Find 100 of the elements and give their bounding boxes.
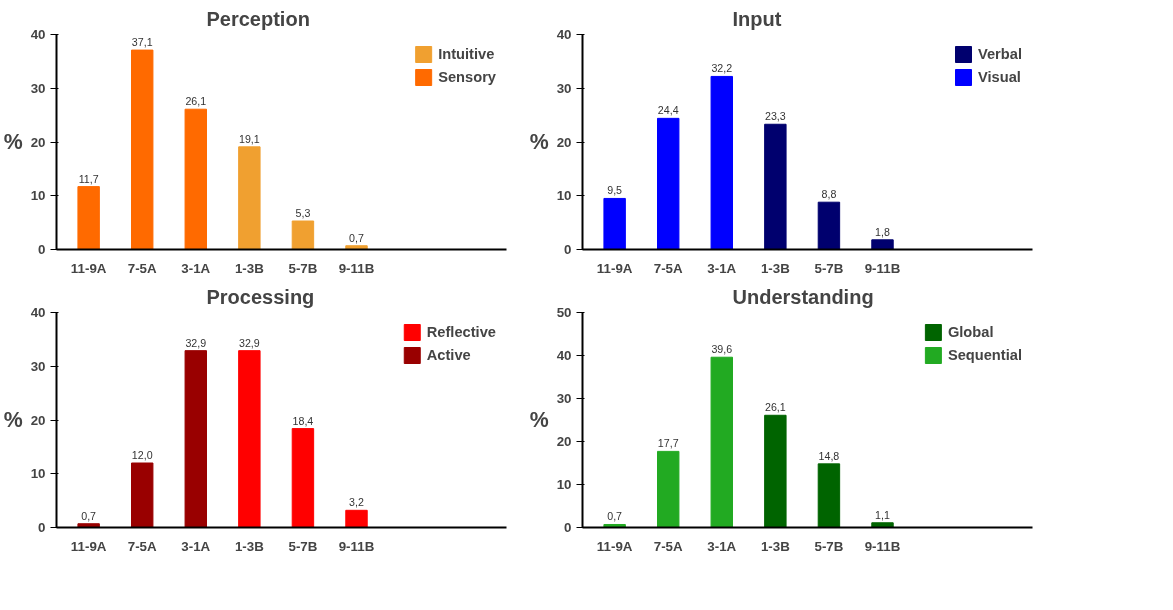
y-tick-label: 20 — [30, 134, 46, 150]
bar — [184, 350, 207, 528]
y-tick-label: 50 — [556, 305, 572, 320]
data-label: 11,7 — [78, 172, 99, 185]
y-tick-label: 10 — [30, 188, 46, 204]
x-tick-label: 1-3B — [234, 260, 265, 276]
legend-label: Intuitive — [438, 46, 495, 62]
x-tick-label: 9-11B — [338, 260, 375, 276]
legend-label: Active — [426, 347, 471, 363]
bar — [764, 123, 787, 250]
legend-label: Reflective — [426, 324, 496, 340]
bar — [817, 463, 841, 528]
data-label: 24,4 — [657, 104, 679, 117]
bar — [710, 356, 733, 528]
bar — [184, 108, 207, 250]
y-tick-label: 10 — [556, 188, 572, 204]
bar — [77, 186, 100, 250]
x-tick-label: 5-7B — [814, 538, 844, 554]
y-tick-label: 30 — [30, 80, 46, 96]
y-axis-title: % — [3, 130, 23, 154]
data-label: 39,6 — [711, 343, 733, 356]
x-tick-label: 7-5A — [127, 260, 158, 276]
x-tick-label: 1-3B — [760, 260, 791, 276]
x-tick-label: 3-1A — [707, 538, 737, 554]
data-label: 8,8 — [821, 188, 837, 201]
x-tick-label: 9-11B — [864, 260, 901, 276]
x-tick-label: 7-5A — [653, 260, 684, 276]
y-tick-label: 0 — [38, 242, 46, 257]
y-tick-label: 20 — [556, 434, 572, 449]
y-tick-label: 40 — [556, 27, 572, 42]
data-label: 26,1 — [185, 95, 207, 108]
data-label: 32,9 — [185, 336, 207, 349]
data-label: 32,2 — [711, 62, 733, 75]
x-tick-label: 11-9A — [70, 538, 107, 554]
data-label: 37,1 — [131, 36, 153, 49]
data-label: 5,3 — [295, 207, 311, 220]
bar — [817, 201, 841, 250]
y-tick-label: 40 — [30, 305, 46, 320]
x-tick-label: 5-7B — [288, 538, 318, 554]
data-label: 9,5 — [607, 184, 623, 197]
data-label: 17,7 — [657, 437, 679, 450]
data-label: 0,7 — [81, 509, 97, 522]
x-tick-label: 3-1A — [181, 260, 211, 276]
y-tick-label: 30 — [30, 358, 46, 374]
legend-label: Sequential — [947, 347, 1022, 363]
x-tick-label: 11-9A — [70, 260, 107, 276]
bar — [238, 146, 261, 250]
x-tick-label: 5-7B — [814, 260, 844, 276]
y-tick-label: 10 — [30, 466, 46, 482]
data-label: 14,8 — [818, 449, 840, 462]
bar — [871, 522, 894, 528]
legend-label: Verbal — [978, 46, 1022, 62]
bar — [131, 462, 154, 528]
y-tick-label: 20 — [556, 134, 572, 150]
bar — [345, 509, 368, 528]
y-tick-label: 30 — [556, 391, 572, 406]
chart-title: Understanding — [732, 285, 874, 308]
bar — [77, 523, 100, 528]
bar — [238, 350, 261, 528]
chart-title: Processing — [206, 285, 315, 308]
x-tick-label: 7-5A — [127, 538, 158, 554]
legend-label: Global — [947, 324, 994, 340]
data-label: 23,3 — [764, 110, 786, 123]
data-label: 18,4 — [292, 414, 314, 427]
y-tick-label: 30 — [556, 80, 572, 96]
data-label: 3,2 — [349, 496, 364, 509]
data-label: 1,8 — [875, 225, 890, 238]
x-tick-label: 3-1A — [181, 538, 211, 554]
x-tick-label: 11-9A — [596, 260, 633, 276]
x-tick-label: 1-3B — [234, 538, 265, 554]
y-axis-title: % — [529, 408, 549, 432]
y-axis-title: % — [529, 130, 549, 154]
data-label: 26,1 — [764, 401, 786, 414]
x-tick-label: 9-11B — [864, 538, 901, 554]
data-label: 32,9 — [238, 336, 260, 349]
chart-title: Perception — [206, 7, 310, 30]
x-tick-label: 3-1A — [707, 260, 737, 276]
data-label: 19,1 — [238, 132, 260, 145]
y-tick-label: 0 — [564, 242, 572, 257]
x-tick-label: 5-7B — [288, 260, 318, 276]
x-tick-label: 9-11B — [338, 538, 375, 554]
bar — [871, 239, 894, 250]
x-tick-label: 11-9A — [596, 538, 633, 554]
legend-label: Visual — [978, 69, 1021, 85]
chart-title: Input — [732, 7, 782, 30]
data-label: 1,1 — [875, 508, 890, 521]
y-tick-label: 0 — [38, 520, 46, 535]
bar — [657, 117, 680, 250]
y-axis-title: % — [3, 408, 23, 432]
y-tick-label: 20 — [30, 412, 46, 428]
legend-label: Sensory — [438, 69, 496, 85]
y-tick-label: 40 — [556, 348, 572, 363]
y-tick-label: 40 — [30, 27, 46, 42]
bar — [131, 49, 154, 250]
data-label: 0,7 — [607, 510, 623, 523]
data-label: 12,0 — [131, 449, 153, 461]
bar — [710, 75, 733, 250]
bar — [291, 220, 315, 250]
bar — [603, 197, 626, 250]
bar — [657, 450, 680, 528]
